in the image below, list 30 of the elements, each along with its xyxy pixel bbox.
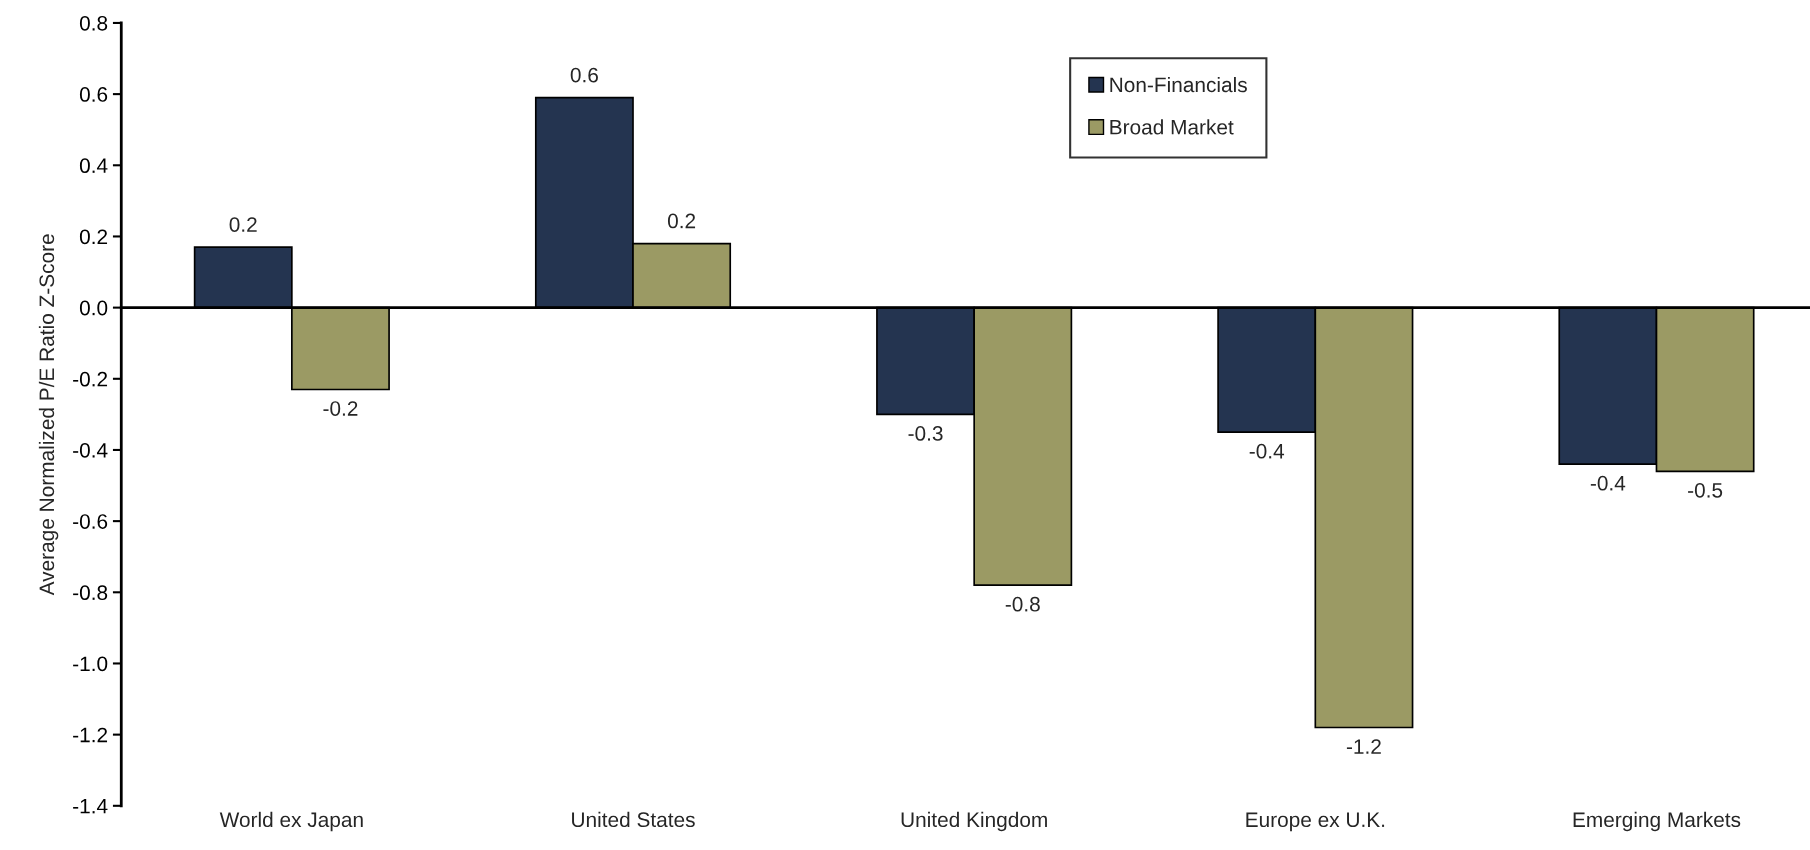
y-tick-label: -0.2 — [73, 371, 108, 387]
y-tick-label: -0.6 — [73, 514, 108, 529]
data-label: -0.5 — [1688, 482, 1723, 498]
y-tick-label: 0.6 — [79, 87, 108, 102]
x-tick-label: World ex Japan — [219, 811, 363, 832]
data-label: -0.8 — [1005, 596, 1040, 612]
y-tick-label: 0.4 — [79, 158, 108, 174]
y-tick-label: 0.8 — [79, 15, 108, 31]
y-tick-label: -0.8 — [73, 585, 108, 601]
y-tick-label: -1.4 — [73, 799, 108, 814]
x-tick-label: Europe ex U.K. — [1246, 812, 1385, 832]
y-tick-label: -1.2 — [73, 727, 108, 743]
data-label: 0.6 — [570, 67, 598, 83]
data-label: 0.2 — [229, 217, 257, 232]
data-label: -0.4 — [1590, 475, 1626, 491]
y-tick-label: 0.0 — [79, 300, 108, 316]
data-label: 0.2 — [667, 213, 696, 229]
data-label: -1.2 — [1346, 739, 1381, 754]
y-tick-label: 0.2 — [79, 229, 108, 245]
y-axis-title: Average Normalized P/E Ratio Z-Score — [38, 234, 59, 596]
x-tick-label: United Kingdom — [901, 811, 1047, 832]
data-label: -0.4 — [1249, 443, 1285, 459]
x-tick-label: United States — [572, 811, 695, 828]
legend-label: Non-Financials — [1110, 76, 1247, 93]
data-label: -0.3 — [908, 426, 943, 441]
y-tick-label: -0.4 — [73, 442, 108, 458]
y-tick-label: -1.0 — [73, 656, 108, 672]
x-tick-label: Emerging Markets — [1573, 811, 1741, 832]
legend-label: Broad Market — [1110, 119, 1234, 135]
data-label: -0.2 — [323, 401, 358, 416]
